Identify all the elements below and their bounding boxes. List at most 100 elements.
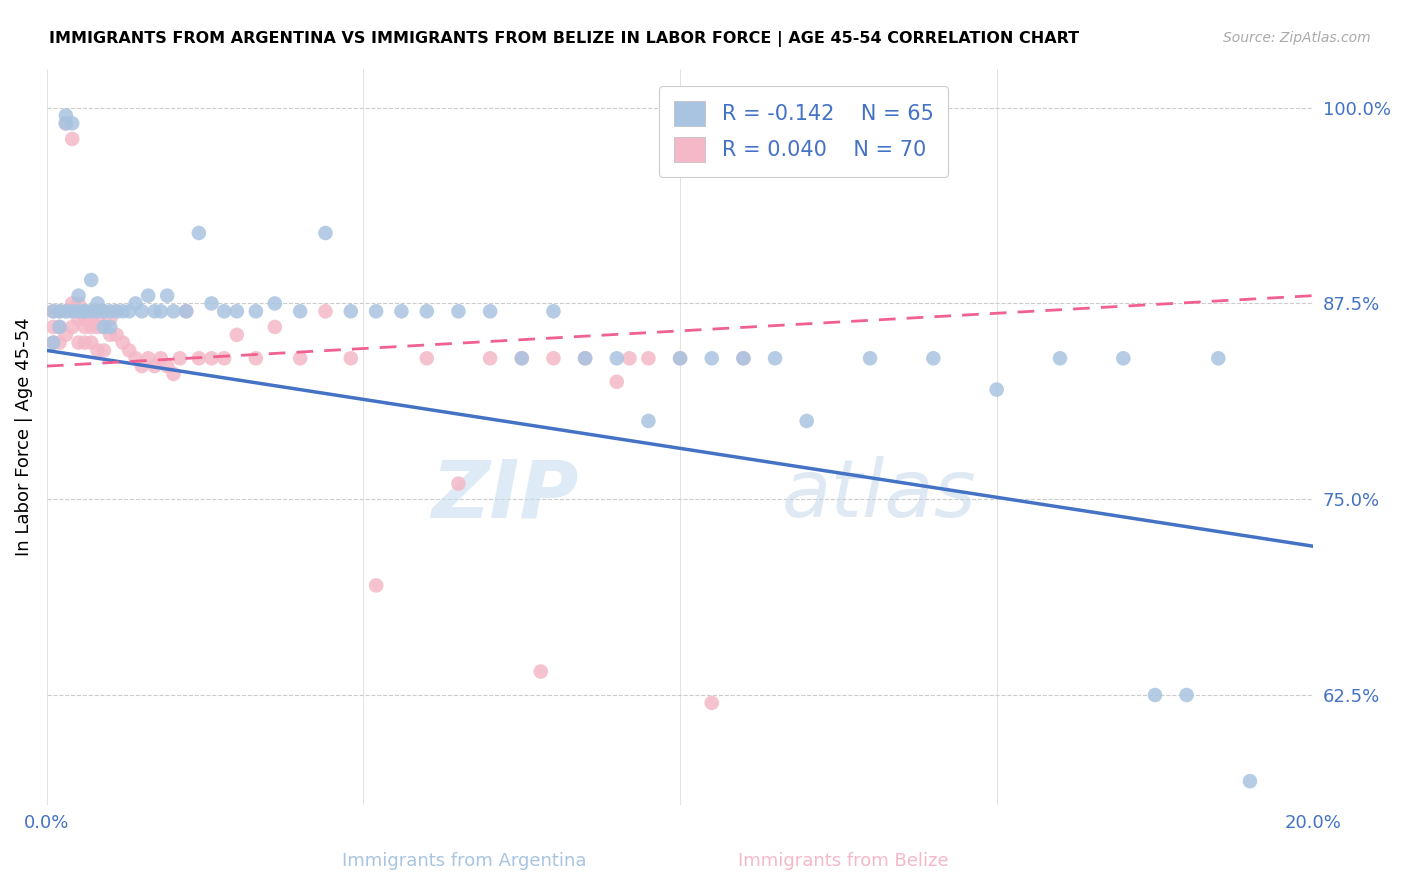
Legend: R = -0.142    N = 65, R = 0.040    N = 70: R = -0.142 N = 65, R = 0.040 N = 70 bbox=[659, 87, 948, 177]
Point bbox=[859, 351, 882, 366]
Point bbox=[86, 304, 108, 318]
Point bbox=[1206, 351, 1229, 366]
Point bbox=[263, 296, 285, 310]
Point bbox=[391, 304, 413, 318]
Point bbox=[55, 304, 77, 318]
Point bbox=[86, 343, 108, 358]
Point bbox=[67, 335, 90, 350]
Point bbox=[48, 335, 70, 350]
Point bbox=[60, 304, 83, 318]
Point bbox=[42, 335, 65, 350]
Point bbox=[669, 351, 692, 366]
Point bbox=[80, 312, 103, 326]
Point bbox=[149, 351, 172, 366]
Point bbox=[700, 351, 723, 366]
Point bbox=[86, 312, 108, 326]
Point bbox=[60, 132, 83, 146]
Point bbox=[162, 304, 184, 318]
Text: atlas: atlas bbox=[782, 457, 976, 534]
Point bbox=[136, 351, 159, 366]
Point bbox=[212, 351, 235, 366]
Point bbox=[73, 335, 96, 350]
Point bbox=[162, 367, 184, 381]
Point bbox=[225, 327, 247, 342]
Point bbox=[67, 296, 90, 310]
Point bbox=[131, 359, 153, 373]
Point bbox=[796, 414, 818, 428]
Point bbox=[447, 476, 470, 491]
Point bbox=[136, 288, 159, 302]
Point bbox=[225, 304, 247, 318]
Point bbox=[510, 351, 533, 366]
Point bbox=[149, 304, 172, 318]
Point bbox=[98, 327, 121, 342]
Point bbox=[67, 288, 90, 302]
Point bbox=[1049, 351, 1071, 366]
Point bbox=[340, 351, 363, 366]
Point bbox=[479, 351, 502, 366]
Point bbox=[42, 304, 65, 318]
Point bbox=[60, 320, 83, 334]
Point bbox=[245, 304, 267, 318]
Point bbox=[118, 343, 141, 358]
Text: Source: ZipAtlas.com: Source: ZipAtlas.com bbox=[1223, 31, 1371, 45]
Point bbox=[733, 351, 755, 366]
Point bbox=[763, 351, 786, 366]
Point bbox=[111, 304, 134, 318]
Point bbox=[48, 320, 70, 334]
Point bbox=[143, 359, 166, 373]
Text: IMMIGRANTS FROM ARGENTINA VS IMMIGRANTS FROM BELIZE IN LABOR FORCE | AGE 45-54 C: IMMIGRANTS FROM ARGENTINA VS IMMIGRANTS … bbox=[49, 31, 1080, 47]
Point bbox=[55, 108, 77, 122]
Point bbox=[80, 273, 103, 287]
Point bbox=[1112, 351, 1135, 366]
Point bbox=[315, 304, 337, 318]
Point bbox=[55, 116, 77, 130]
Point bbox=[212, 304, 235, 318]
Point bbox=[156, 288, 179, 302]
Point bbox=[73, 312, 96, 326]
Point bbox=[174, 304, 197, 318]
Point bbox=[922, 351, 945, 366]
Point bbox=[48, 320, 70, 334]
Point bbox=[60, 296, 83, 310]
Point bbox=[606, 351, 628, 366]
Point bbox=[733, 351, 755, 366]
Point bbox=[143, 304, 166, 318]
Point bbox=[42, 320, 65, 334]
Point bbox=[73, 320, 96, 334]
Point bbox=[619, 351, 641, 366]
Point bbox=[86, 296, 108, 310]
Point bbox=[80, 304, 103, 318]
Point bbox=[200, 351, 222, 366]
Point bbox=[124, 296, 146, 310]
Point bbox=[1175, 688, 1198, 702]
Point bbox=[366, 578, 388, 592]
Point bbox=[574, 351, 596, 366]
Y-axis label: In Labor Force | Age 45-54: In Labor Force | Age 45-54 bbox=[15, 318, 32, 556]
Point bbox=[93, 320, 115, 334]
Point bbox=[187, 351, 209, 366]
Point bbox=[340, 304, 363, 318]
Point bbox=[73, 304, 96, 318]
Point bbox=[86, 320, 108, 334]
Point bbox=[98, 304, 121, 318]
Point bbox=[174, 304, 197, 318]
Point bbox=[637, 351, 659, 366]
Point bbox=[574, 351, 596, 366]
Point bbox=[510, 351, 533, 366]
Point bbox=[479, 304, 502, 318]
Point bbox=[93, 304, 115, 318]
Point bbox=[48, 304, 70, 318]
Point bbox=[80, 320, 103, 334]
Point bbox=[156, 359, 179, 373]
Point bbox=[60, 116, 83, 130]
Point bbox=[55, 116, 77, 130]
Point bbox=[1143, 688, 1166, 702]
Point bbox=[187, 226, 209, 240]
Point bbox=[60, 304, 83, 318]
Point bbox=[80, 304, 103, 318]
Point bbox=[73, 304, 96, 318]
Point bbox=[105, 304, 128, 318]
Point bbox=[986, 383, 1008, 397]
Point bbox=[416, 351, 439, 366]
